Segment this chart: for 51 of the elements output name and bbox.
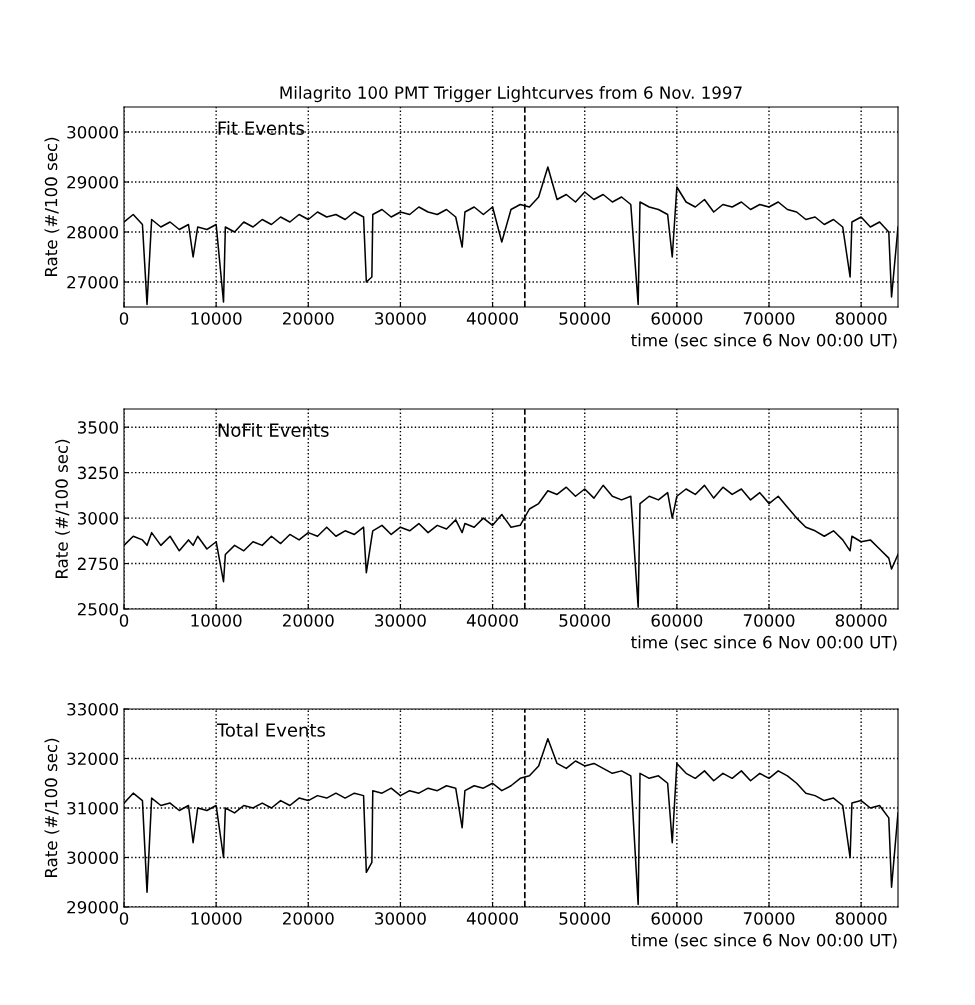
- x-tick-label: 30000: [375, 912, 426, 925]
- x-tick-label: 10000: [191, 912, 242, 925]
- y-tick-label: 30000: [67, 851, 119, 865]
- y-axis-title: Rate (#/100 sec): [44, 137, 60, 277]
- x-tick-label: 60000: [651, 312, 703, 325]
- annotation: Total Events: [216, 722, 326, 737]
- x-tick-label: 40000: [466, 614, 518, 627]
- x-tick-label: 30000: [375, 614, 426, 627]
- y-axis-title: Rate (#/100 sec): [44, 738, 60, 878]
- x-tick-label: 80000: [835, 912, 887, 925]
- y-axis-title: Rate (#/100 sec): [55, 439, 70, 579]
- y-tick-label: 3000: [77, 512, 119, 525]
- x-tick-label: 70000: [743, 614, 795, 627]
- x-tick-label: 20000: [283, 312, 334, 325]
- y-tick-label: 27000: [67, 275, 119, 289]
- x-tick-label: 20000: [283, 614, 334, 627]
- x-tick-label: 50000: [559, 614, 611, 627]
- y-tick-label: 28000: [67, 225, 119, 239]
- x-tick-label: 80000: [835, 312, 887, 325]
- x-axis-title: time (sec since 6 Nov 00:00 UT): [631, 933, 897, 949]
- y-tick-label: 31000: [67, 801, 119, 815]
- x-tick-label: 50000: [559, 312, 611, 325]
- y-tick-label: 29000: [67, 900, 119, 914]
- x-tick-label: 0: [119, 312, 129, 325]
- x-tick-label: 80000: [835, 614, 887, 627]
- x-tick-label: 20000: [283, 912, 334, 925]
- y-tick-label: 30000: [67, 125, 119, 139]
- y-tick-label: 3250: [77, 466, 119, 480]
- x-tick-label: 60000: [651, 912, 703, 925]
- x-axis-title: time (sec since 6 Nov 00:00 UT): [631, 333, 897, 349]
- x-tick-label: 40000: [466, 912, 518, 925]
- y-tick-label: 33000: [67, 702, 119, 716]
- annotation: Fit Events: [218, 121, 305, 135]
- y-tick-label: 2750: [77, 557, 119, 571]
- y-tick-label: 2500: [77, 602, 119, 616]
- y-tick-label: 32000: [67, 752, 119, 766]
- x-tick-label: 0: [119, 912, 129, 925]
- chart-title: Milagrito 100 PMT Trigger Lightcurves from 6 Nov. 1997: [280, 86, 742, 103]
- x-tick-label: 0: [119, 614, 129, 627]
- y-tick-label: 29000: [67, 175, 119, 189]
- x-tick-label: 40000: [466, 312, 518, 325]
- x-tick-label: 60000: [651, 614, 703, 627]
- x-tick-label: 70000: [743, 312, 795, 325]
- x-tick-label: 30000: [375, 312, 426, 325]
- annotation: NoFit Events: [218, 423, 329, 437]
- x-tick-label: 70000: [743, 912, 795, 925]
- x-tick-label: 50000: [559, 912, 611, 925]
- x-axis-title: time (sec since 6 Nov 00:00 UT): [631, 635, 897, 651]
- x-tick-label: 10000: [191, 614, 242, 627]
- x-tick-label: 10000: [191, 312, 242, 325]
- y-tick-label: 3500: [77, 421, 119, 434]
